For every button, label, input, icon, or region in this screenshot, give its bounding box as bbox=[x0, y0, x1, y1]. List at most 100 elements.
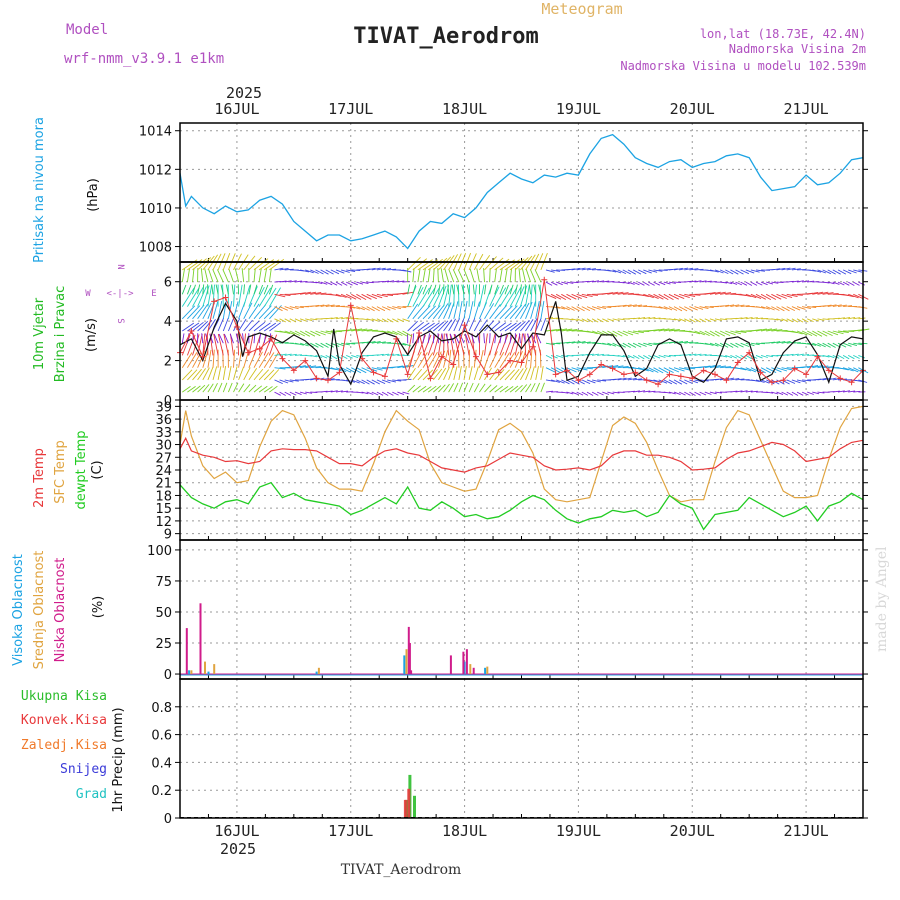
wind-arrow bbox=[643, 316, 651, 320]
wind-arrow bbox=[812, 365, 824, 369]
wind-arrow bbox=[735, 390, 743, 393]
wind-arrow bbox=[755, 328, 767, 332]
wind-arrow bbox=[514, 303, 526, 320]
xtick-label-bottom: 19JUL bbox=[556, 822, 601, 840]
wind-arrow bbox=[566, 391, 574, 395]
wind-arrow bbox=[556, 269, 566, 271]
wind-arrow bbox=[484, 284, 487, 295]
wind-arrow bbox=[812, 330, 823, 337]
wind-arrow bbox=[853, 281, 860, 286]
wind-arrow bbox=[766, 367, 777, 374]
wind-ytick-label: 4 bbox=[164, 315, 172, 330]
wind-arrow bbox=[551, 269, 561, 272]
wind-arrow bbox=[397, 318, 404, 323]
wind-arrow bbox=[468, 366, 473, 380]
wind-arrow bbox=[382, 280, 390, 283]
wind-arrow bbox=[612, 330, 623, 337]
wind-arrow bbox=[725, 304, 735, 308]
wind-arrow bbox=[509, 351, 520, 368]
wind-arrow bbox=[504, 334, 514, 356]
wind-arrow bbox=[211, 284, 214, 295]
wind-arrow bbox=[335, 316, 343, 320]
wind-arrow bbox=[632, 281, 640, 286]
wind-arrow bbox=[397, 354, 405, 356]
wind-arrow bbox=[341, 317, 349, 320]
wind-arrow bbox=[325, 281, 333, 286]
wind-arrow bbox=[356, 281, 364, 285]
wind-arrow bbox=[689, 280, 697, 283]
wind-arrow bbox=[186, 284, 192, 295]
wind-arrow bbox=[843, 293, 854, 298]
clouds-ytick-label: 25 bbox=[155, 637, 172, 652]
wind-arrow bbox=[586, 318, 594, 323]
wind-arrow bbox=[509, 268, 513, 283]
wind-arrow bbox=[791, 280, 799, 283]
wind-arrow bbox=[766, 281, 774, 285]
wind-arrow bbox=[201, 333, 204, 344]
wind-arrow bbox=[545, 281, 553, 286]
wind-arrow bbox=[837, 342, 847, 348]
wind-arrow bbox=[225, 284, 229, 295]
wind-arrow bbox=[386, 391, 394, 396]
model-elevation-label: Nadmorska Visina u modelu 102.539m bbox=[620, 59, 866, 73]
wind-arrow bbox=[346, 269, 356, 272]
wind-arrow bbox=[351, 281, 358, 286]
wind-arrow bbox=[325, 354, 333, 359]
wind-gust-marker bbox=[837, 375, 844, 382]
wind-arrow bbox=[848, 367, 859, 373]
wind-arrow bbox=[197, 320, 209, 332]
wind-arrow bbox=[832, 269, 841, 275]
wind-arrow bbox=[443, 383, 450, 393]
wind-gust-marker bbox=[598, 361, 605, 368]
wind-arrow bbox=[791, 330, 803, 335]
model-name: wrf-nmm_v3.9.1 e1km bbox=[64, 51, 224, 67]
wind-arrow bbox=[258, 284, 264, 295]
wind-arrow bbox=[402, 318, 410, 322]
clouds-ytick-label: 75 bbox=[155, 575, 172, 590]
wind-arrow bbox=[735, 378, 745, 381]
wind-arrow bbox=[612, 291, 624, 295]
wind-arrow bbox=[268, 333, 272, 344]
wind-arrow bbox=[663, 354, 671, 358]
wind-gust-marker bbox=[450, 361, 457, 368]
wind-arrow bbox=[248, 286, 258, 307]
wind-arrow bbox=[238, 349, 242, 368]
wind-arrow bbox=[351, 293, 362, 300]
wind-arrow bbox=[253, 304, 266, 320]
dewpt-ylabel: dewpt Temp bbox=[74, 430, 89, 509]
wind-arrow bbox=[566, 354, 574, 357]
precip-panel: 0 0.2 0.4 0.6 0.8 bbox=[151, 679, 868, 827]
wind-arrow bbox=[392, 330, 403, 336]
compass-cross: <-|-> bbox=[106, 289, 134, 299]
wind-arrow bbox=[714, 354, 723, 357]
wind-arrow bbox=[586, 391, 594, 396]
wind-arrow bbox=[771, 367, 782, 373]
wind-gust-marker bbox=[575, 377, 582, 384]
wind-arrow bbox=[197, 257, 212, 271]
wind-arrow bbox=[494, 305, 508, 320]
wind-arrow bbox=[253, 351, 263, 368]
wind-arrow bbox=[534, 269, 542, 283]
wind-arrow bbox=[412, 351, 422, 368]
wind-arrow bbox=[581, 280, 589, 283]
wind-arrow bbox=[745, 269, 755, 274]
wind-arrow bbox=[694, 268, 704, 271]
wind-gust-marker bbox=[518, 359, 525, 366]
wind-arrow bbox=[648, 390, 656, 393]
wind-arrow bbox=[566, 281, 574, 284]
temperature-ytick-label: 21 bbox=[155, 477, 172, 492]
wind-arrow bbox=[209, 333, 214, 344]
wind-arrow bbox=[689, 391, 696, 396]
wind-arrow bbox=[181, 287, 195, 307]
wind-arrow bbox=[366, 379, 375, 385]
wind-arrow bbox=[627, 304, 637, 308]
wind-arrow bbox=[566, 306, 575, 311]
wind-arrow bbox=[714, 318, 722, 321]
wind-arrow bbox=[802, 280, 810, 283]
wind-gust-marker bbox=[336, 369, 343, 376]
wind-arrow bbox=[643, 390, 651, 393]
wind-arrow bbox=[213, 333, 219, 356]
wind-arrow bbox=[853, 354, 860, 359]
wind-arrow bbox=[432, 268, 435, 283]
wind-arrow bbox=[745, 367, 757, 373]
